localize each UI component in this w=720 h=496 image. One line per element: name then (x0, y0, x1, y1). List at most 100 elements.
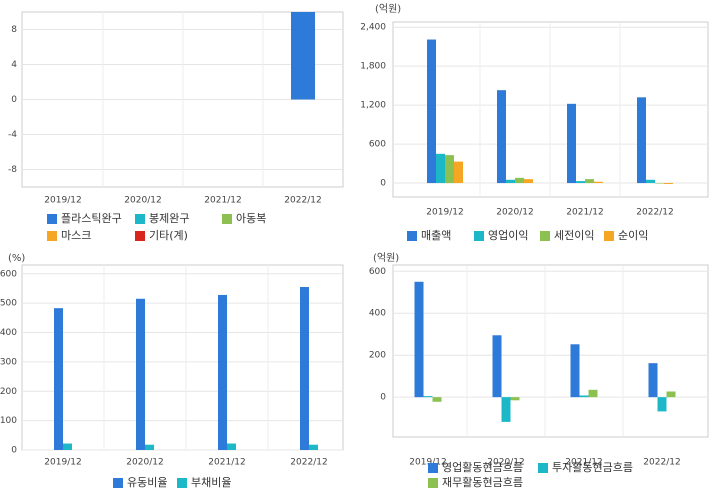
x-tick-label: 2020/12 (126, 458, 163, 468)
bar (309, 444, 318, 450)
y-tick-label: 500 (0, 299, 17, 309)
x-tick-label: 2020/12 (124, 196, 161, 206)
legend-label: 세전이익 (554, 229, 594, 242)
y-tick-label: 1,800 (360, 62, 386, 72)
legend-swatch (407, 231, 417, 241)
bar (501, 397, 511, 422)
plot-area (21, 264, 344, 451)
bar (414, 281, 424, 398)
legend-label: 마스크 (61, 229, 91, 242)
bar (291, 12, 315, 100)
y-tick-label: 600 (369, 140, 386, 150)
bar (655, 183, 664, 184)
bar (576, 181, 585, 184)
y-tick-label: 0 (11, 95, 17, 105)
bar (54, 308, 63, 450)
legend-swatch (135, 231, 145, 241)
y-tick-label: -8 (8, 165, 17, 175)
y-tick-label: 1,200 (360, 101, 386, 111)
legend-label: 플라스틱완구 (61, 212, 122, 225)
legend-label: 아동복 (236, 212, 266, 225)
x-tick-label: 2022/12 (284, 196, 321, 206)
x-tick-label: 2022/12 (290, 458, 327, 468)
x-tick-label: 2022/12 (636, 208, 673, 218)
legend-swatch (47, 231, 57, 241)
y-tick-label: 0 (11, 446, 17, 456)
bar (300, 287, 309, 450)
y-tick-label: 300 (0, 357, 17, 367)
x-tick-label: 2020/12 (487, 458, 524, 468)
legend-label: 영업활동현금흐름 (442, 460, 523, 474)
legend-label: 매출액 (421, 229, 451, 242)
bar (492, 335, 502, 398)
bar (136, 298, 145, 450)
y-tick-label: 0 (380, 393, 386, 403)
y-tick-label: 100 (0, 416, 17, 426)
y-tick-label: 600 (369, 267, 386, 277)
bar (585, 179, 594, 184)
x-tick-label: 2021/12 (565, 458, 602, 468)
unit-label: (억원) (375, 3, 401, 15)
x-tick-label: 2022/12 (643, 458, 680, 468)
legend-swatch (47, 214, 57, 224)
legend-label: 부채비율 (191, 476, 231, 489)
x-tick-label: 2019/12 (409, 458, 446, 468)
legend-label: 봉제완구 (149, 212, 189, 225)
x-tick-label: 2021/12 (208, 458, 245, 468)
legend-swatch (604, 231, 614, 241)
bar (666, 391, 676, 398)
y-tick-label: 2,400 (360, 23, 386, 33)
y-tick-label: 8 (11, 25, 17, 35)
bar (567, 103, 576, 184)
bar (579, 395, 589, 398)
y-tick-label: 200 (369, 351, 386, 361)
legend-label: 재무활동현금흐름 (442, 475, 523, 489)
legend-swatch (538, 463, 548, 473)
legend-label: 유동비율 (127, 476, 167, 489)
bar (63, 443, 72, 450)
bar (454, 161, 463, 184)
bar (427, 39, 436, 184)
legend-swatch (428, 463, 438, 473)
bar (646, 179, 655, 184)
bar (432, 397, 442, 402)
x-tick-label: 2020/12 (496, 208, 533, 218)
bar (637, 97, 646, 184)
x-tick-label: 2019/12 (44, 196, 81, 206)
bar (497, 90, 506, 184)
bar (657, 397, 667, 412)
y-tick-label: 4 (11, 60, 17, 70)
bar (218, 294, 227, 450)
y-tick-label: 0 (380, 179, 386, 189)
unit-label: (억원) (373, 252, 399, 264)
bar (510, 397, 520, 401)
legend-label: 영업이익 (488, 229, 528, 242)
plot-area (392, 264, 709, 438)
bar (227, 443, 236, 450)
bar (588, 389, 598, 398)
x-tick-label: 2019/12 (44, 458, 81, 468)
y-tick-label: 200 (0, 387, 17, 397)
bar (445, 155, 454, 184)
bar (145, 444, 154, 450)
legend-swatch (113, 478, 123, 488)
bar (423, 396, 433, 398)
legend-swatch (474, 231, 484, 241)
bar (515, 177, 524, 184)
legend-swatch (222, 214, 232, 224)
legend-swatch (177, 478, 187, 488)
legend-swatch (540, 231, 550, 241)
bar (594, 181, 603, 184)
y-tick-label: -4 (8, 130, 17, 140)
x-tick-label: 2021/12 (566, 208, 603, 218)
unit-label: (%) (8, 253, 25, 264)
y-tick-label: 600 (0, 269, 17, 279)
bar (524, 179, 533, 184)
bar (436, 153, 445, 184)
bar (570, 344, 580, 398)
legend-swatch (428, 478, 438, 488)
legend-label: 기타(계) (149, 229, 188, 242)
bar (664, 183, 673, 185)
y-tick-label: 400 (0, 328, 17, 338)
